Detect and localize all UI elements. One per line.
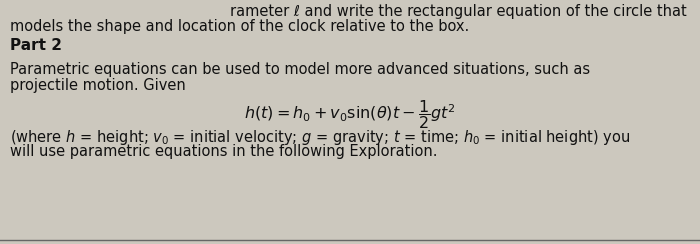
Text: rameter ℓ and write the rectangular equation of the circle that: rameter ℓ and write the rectangular equa… — [230, 4, 687, 19]
Text: projectile motion. Given: projectile motion. Given — [10, 78, 186, 93]
Text: Part 2: Part 2 — [10, 38, 62, 53]
Text: models the shape and location of the clock relative to the box.: models the shape and location of the clo… — [10, 19, 469, 34]
Text: (where $h$ = height; $v_0$ = initial velocity; $g$ = gravity; $t$ = time; $h_0$ : (where $h$ = height; $v_0$ = initial vel… — [10, 128, 630, 147]
Text: will use parametric equations in the following Exploration.: will use parametric equations in the fol… — [10, 144, 438, 159]
Text: $h(t) = h_0 + v_0 \sin(\theta)t - \dfrac{1}{2}gt^2$: $h(t) = h_0 + v_0 \sin(\theta)t - \dfrac… — [244, 98, 456, 131]
Text: Parametric equations can be used to model more advanced situations, such as: Parametric equations can be used to mode… — [10, 62, 590, 77]
